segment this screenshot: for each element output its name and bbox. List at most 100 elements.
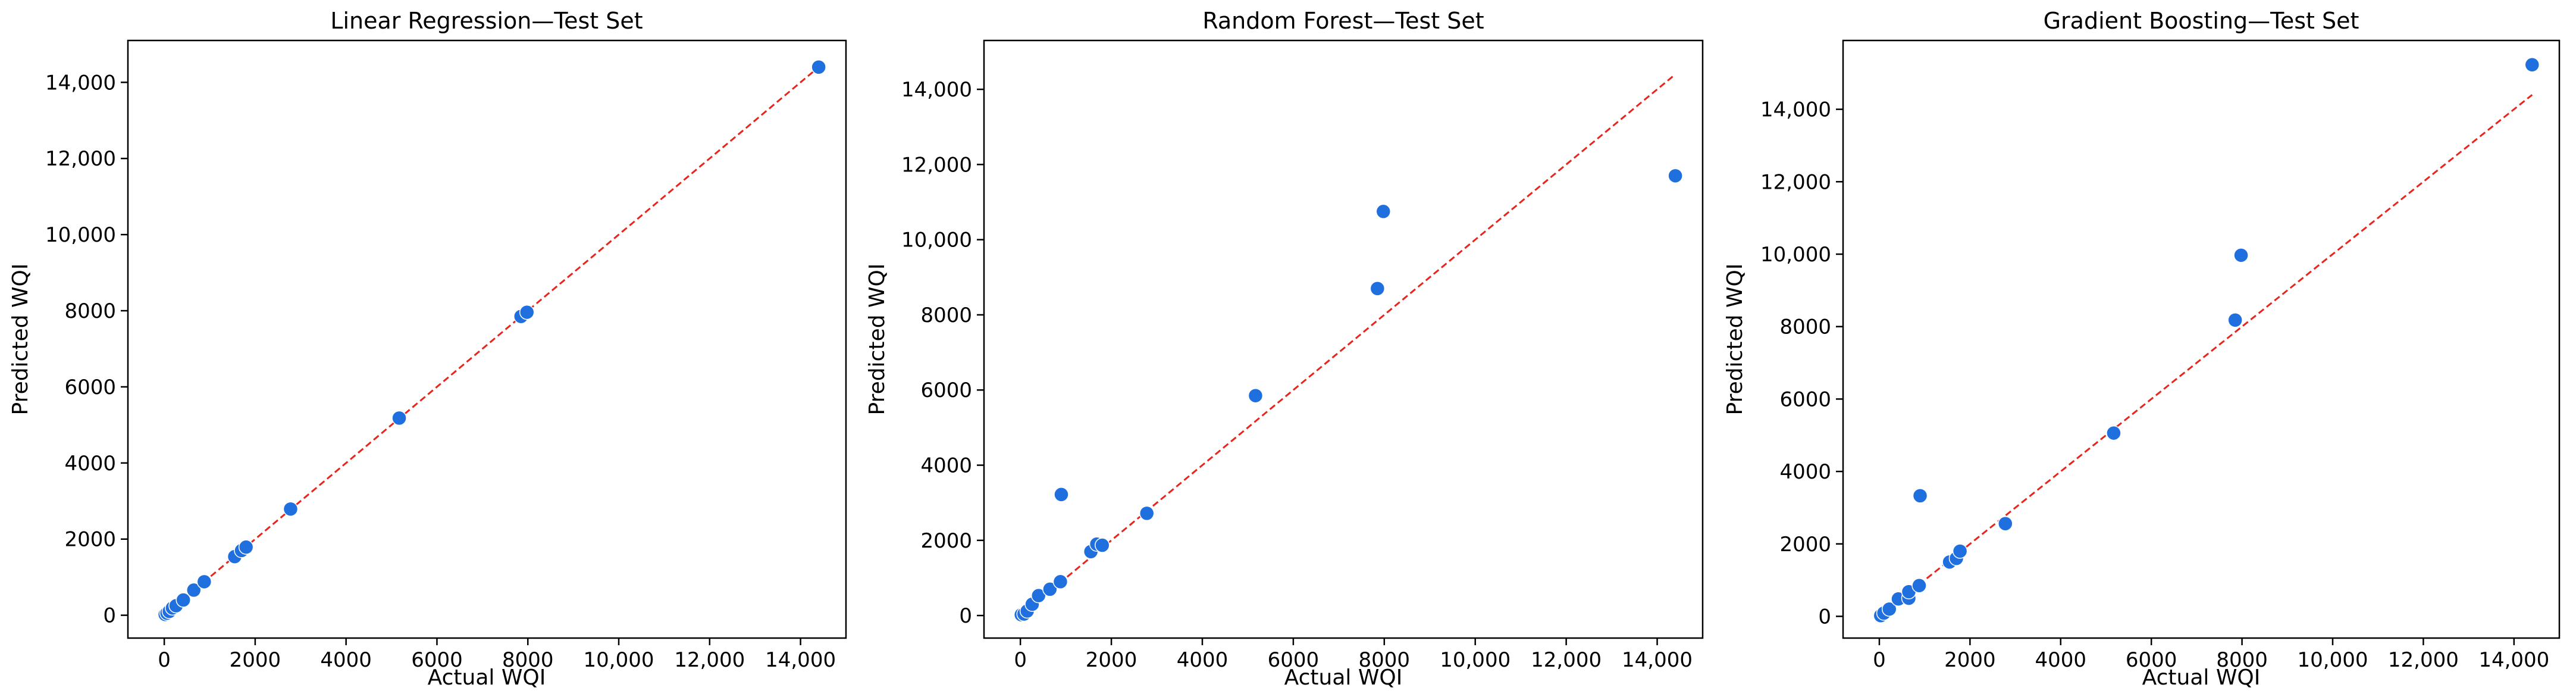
y-tick-label: 14,000	[45, 71, 116, 95]
y-axis-label: Predicted WQI	[8, 264, 33, 415]
x-tick-label: 12,000	[1531, 648, 1602, 672]
scatter-point	[1952, 543, 1968, 559]
reference-diagonal-line	[164, 66, 820, 616]
y-tick-label: 12,000	[1760, 170, 1831, 194]
scatter-point	[196, 574, 212, 590]
y-tick-label: 10,000	[901, 229, 972, 252]
reference-diagonal-line	[1879, 94, 2533, 617]
x-tick-label: 4000	[2035, 648, 2087, 672]
x-axis-label: Actual WQI	[428, 665, 546, 690]
scatter-point	[1375, 204, 1392, 220]
scatter-point	[2106, 425, 2121, 441]
y-axis-label: Predicted WQI	[1723, 264, 1747, 415]
panel-random-forest: Random Forest—Test Set Actual WQI Predic…	[865, 8, 1704, 690]
y-tick-label: 4000	[920, 454, 972, 478]
y-tick-label: 2000	[64, 528, 116, 552]
x-tick-label: 10,000	[1440, 648, 1510, 672]
y-tick-label: 0	[1818, 605, 1831, 629]
y-axis-label: Predicted WQI	[865, 264, 889, 415]
scatter-point	[1054, 487, 1069, 502]
x-tick-label: 0	[158, 648, 171, 672]
scatter-point	[1139, 505, 1155, 521]
scatter-point	[2233, 248, 2249, 263]
scatter-point	[519, 304, 535, 320]
scatter-point	[1042, 582, 1058, 597]
x-tick-label: 12,000	[2388, 648, 2459, 672]
scatter-point	[1912, 488, 1928, 504]
panel-linear-regression: Linear Regression—Test Set Actual WQI Pr…	[8, 8, 847, 690]
y-tick-label: 14,000	[1760, 98, 1831, 122]
x-tick-label: 8000	[2216, 648, 2268, 672]
y-tick-label: 2000	[920, 529, 972, 553]
plot-area	[1873, 57, 2540, 624]
scatter-point	[176, 592, 191, 608]
reference-diagonal-line	[1020, 73, 1676, 617]
scatter-point	[186, 582, 202, 598]
x-tick-label: 14,000	[1622, 648, 1693, 672]
plot-area	[1013, 73, 1683, 623]
y-tick-label: 12,000	[901, 153, 972, 177]
scatter-point	[811, 60, 826, 75]
scatter-point	[391, 410, 407, 426]
x-tick-label: 0	[1014, 648, 1027, 672]
x-tick-label: 8000	[502, 648, 554, 672]
x-axis-label: Actual WQI	[1284, 665, 1403, 690]
x-tick-label: 4000	[1177, 648, 1229, 672]
x-tick-label: 10,000	[584, 648, 654, 672]
y-tick-label: 6000	[1779, 387, 1831, 411]
x-tick-label: 6000	[1268, 648, 1320, 672]
y-tick-label: 14,000	[901, 78, 972, 102]
x-tick-label: 2000	[1086, 648, 1137, 672]
y-tick-label: 8000	[64, 299, 116, 323]
scatter-point	[1095, 537, 1110, 553]
y-tick-label: 6000	[920, 379, 972, 402]
x-tick-label: 12,000	[674, 648, 745, 672]
x-tick-label: 14,000	[765, 648, 836, 672]
x-tick-label: 6000	[2126, 648, 2177, 672]
axes-frame	[983, 39, 1704, 639]
scatter-point	[1668, 168, 1683, 184]
y-tick-label: 12,000	[45, 147, 116, 171]
x-tick-label: 2000	[1944, 648, 1996, 672]
y-tick-label: 10,000	[1760, 243, 1831, 267]
x-tick-label: 4000	[320, 648, 372, 672]
x-tick-label: 8000	[1359, 648, 1411, 672]
scatter-point	[1911, 578, 1927, 593]
chart-title: Random Forest—Test Set	[1202, 8, 1484, 34]
x-tick-label: 10,000	[2298, 648, 2368, 672]
x-axis-label: Actual WQI	[2142, 665, 2261, 690]
x-tick-label: 0	[1873, 648, 1886, 672]
scatter-point	[1998, 515, 2013, 532]
ticks: 0 2000 4000 6000 8000 10,000 12,000 14,000 0 2000…	[1760, 98, 2549, 672]
y-tick-label: 0	[103, 604, 116, 628]
y-tick-label: 4000	[64, 452, 116, 476]
chart-title: Linear Regression—Test Set	[330, 8, 643, 34]
scatter-point	[1370, 281, 1386, 296]
y-tick-label: 10,000	[45, 223, 116, 247]
scatter-point	[2524, 57, 2540, 73]
y-tick-label: 6000	[64, 376, 116, 399]
ticks: 0 2000 4000 6000 8000 10,000 12,000 14,000 0 2000…	[45, 71, 836, 672]
x-tick-label: 14,000	[2478, 648, 2549, 672]
y-tick-label: 8000	[1779, 315, 1831, 339]
scatter-point	[1052, 574, 1068, 590]
scatter-point	[1030, 587, 1046, 604]
y-tick-label: 8000	[920, 304, 972, 327]
scatter-point	[1248, 387, 1264, 404]
y-tick-label: 4000	[1779, 460, 1831, 484]
panel-gradient-boosting: Gradient Boosting—Test Set Actual WQI Pr…	[1723, 8, 2561, 690]
axes-frame	[1842, 39, 2561, 639]
scatter-point	[2227, 312, 2243, 328]
y-tick-label: 0	[959, 604, 972, 628]
x-tick-label: 2000	[230, 648, 281, 672]
x-tick-label: 6000	[411, 648, 463, 672]
plot-area	[157, 60, 826, 623]
y-tick-label: 2000	[1779, 533, 1831, 557]
scatter-point	[238, 539, 254, 555]
scatter-point	[1881, 601, 1897, 617]
scatter-point	[283, 501, 299, 517]
chart-title: Gradient Boosting—Test Set	[2044, 8, 2359, 34]
axes-frame	[127, 39, 847, 639]
ticks: 0 2000 4000 6000 8000 10,000 12,000 14,000 0 2000…	[901, 78, 1693, 672]
